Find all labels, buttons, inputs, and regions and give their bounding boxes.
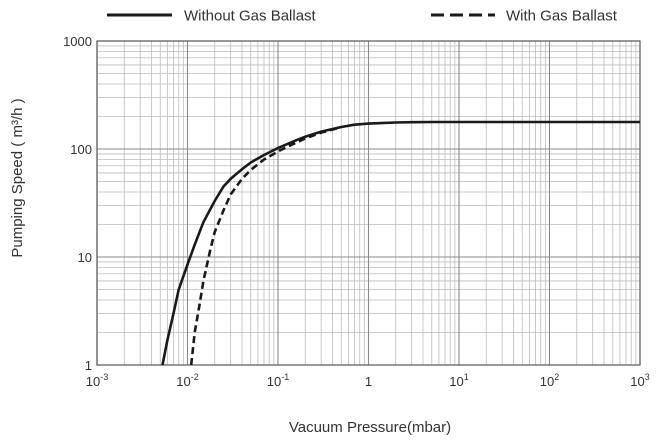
x-tick-label: 10-3 bbox=[86, 372, 108, 389]
x-tick-label: 103 bbox=[630, 372, 649, 389]
y-tick-label: 1000 bbox=[63, 34, 92, 49]
y-tick-label: 10 bbox=[78, 250, 92, 265]
legend-label-without-gas-ballast: Without Gas Ballast bbox=[184, 8, 317, 25]
y-tick-labels: 1 10 100 1000 bbox=[63, 34, 92, 373]
y-axis-title: Pumping Speed ( m³/h ) bbox=[9, 98, 26, 257]
series-line-with-gas-ballast bbox=[189, 127, 338, 366]
y-tick-label: 100 bbox=[70, 142, 92, 157]
x-tick-label: 10-2 bbox=[176, 372, 198, 389]
x-axis-title: Vacuum Pressure(mbar) bbox=[289, 419, 451, 436]
y-tick-label: 1 bbox=[85, 358, 92, 373]
legend: Without Gas Ballast With Gas Ballast bbox=[107, 8, 618, 25]
x-tick-label: 101 bbox=[449, 372, 468, 389]
series-layer bbox=[161, 120, 640, 366]
series-line-without-gas-ballast bbox=[161, 120, 640, 366]
plot-frame bbox=[96, 40, 641, 366]
legend-label-with-gas-ballast: With Gas Ballast bbox=[506, 8, 618, 25]
x-tick-labels: 10-3 10-2 10-1 1 101 102 103 bbox=[86, 372, 650, 389]
x-tick-label: 102 bbox=[540, 372, 559, 389]
x-tick-label: 1 bbox=[365, 374, 372, 389]
x-tick-label: 10-1 bbox=[267, 372, 289, 389]
